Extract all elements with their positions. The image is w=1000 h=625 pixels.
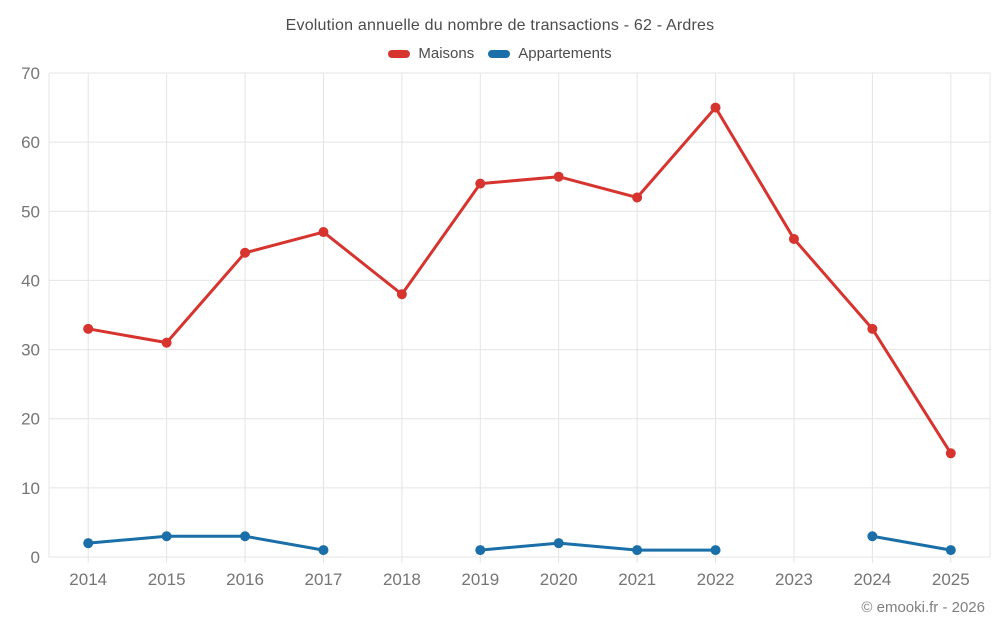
data-point-marker (475, 545, 486, 556)
y-axis-tick-label: 0 (31, 548, 40, 567)
appartements-series-swatch-icon (488, 49, 511, 58)
data-point-marker (83, 323, 94, 334)
legend-label-appartements: Appartements (518, 45, 612, 62)
y-axis-tick-label: 60 (21, 133, 40, 152)
data-point-marker (867, 323, 878, 334)
data-point-marker (867, 531, 878, 542)
data-point-marker (710, 545, 721, 556)
x-axis-tick-label: 2023 (775, 570, 813, 589)
x-axis-tick-label: 2019 (461, 570, 499, 589)
data-point-marker (632, 545, 643, 556)
y-axis-tick-label: 20 (21, 410, 40, 429)
y-axis-tick-label: 10 (21, 479, 40, 498)
copyright: © emooki.fr - 2026 (861, 599, 985, 616)
x-axis-tick-label: 2014 (69, 570, 107, 589)
data-point-marker (945, 545, 956, 556)
x-axis-tick-label: 2021 (618, 570, 656, 589)
data-point-marker (318, 227, 329, 238)
series-line (86, 534, 325, 552)
data-point-marker (788, 233, 799, 244)
legend-item-maisons[interactable]: Maisons (388, 45, 474, 62)
legend-label-maisons: Maisons (418, 45, 475, 62)
chart-title: Evolution annuelle du nombre de transact… (285, 17, 715, 34)
y-axis-tick-label: 50 (21, 202, 40, 221)
data-point-marker (632, 192, 643, 203)
x-axis-tick-label: 2017 (305, 570, 343, 589)
legend: Maisons Appartements (0, 45, 1000, 62)
data-point-marker (396, 289, 407, 300)
x-axis-tick-label: 2015 (148, 570, 186, 589)
x-axis-tick-label: 2024 (853, 570, 891, 589)
series-line (478, 541, 718, 552)
data-point-marker (240, 247, 251, 258)
data-point-marker (161, 337, 172, 348)
legend-item-appartements[interactable]: Appartements (488, 45, 612, 62)
series-line (870, 534, 953, 552)
data-point-marker (553, 538, 564, 549)
data-point-marker (710, 102, 721, 113)
series-line (86, 106, 953, 455)
data-point-marker (161, 531, 172, 542)
data-point-marker (945, 448, 956, 459)
y-axis-tick-label: 30 (21, 341, 40, 360)
maisons-series-swatch-icon (388, 49, 411, 58)
x-axis-tick-label: 2025 (932, 570, 970, 589)
data-point-marker (240, 531, 251, 542)
x-axis-tick-label: 2018 (383, 570, 421, 589)
y-axis-tick-label: 70 (21, 64, 40, 83)
y-axis-tick-label: 40 (21, 271, 40, 290)
data-point-marker (553, 171, 564, 182)
data-point-marker (475, 178, 486, 189)
data-point-marker (83, 538, 94, 549)
data-point-marker (318, 545, 329, 556)
x-axis-tick-label: 2016 (226, 570, 264, 589)
x-axis-tick-label: 2022 (697, 570, 735, 589)
x-axis-tick-label: 2020 (540, 570, 578, 589)
